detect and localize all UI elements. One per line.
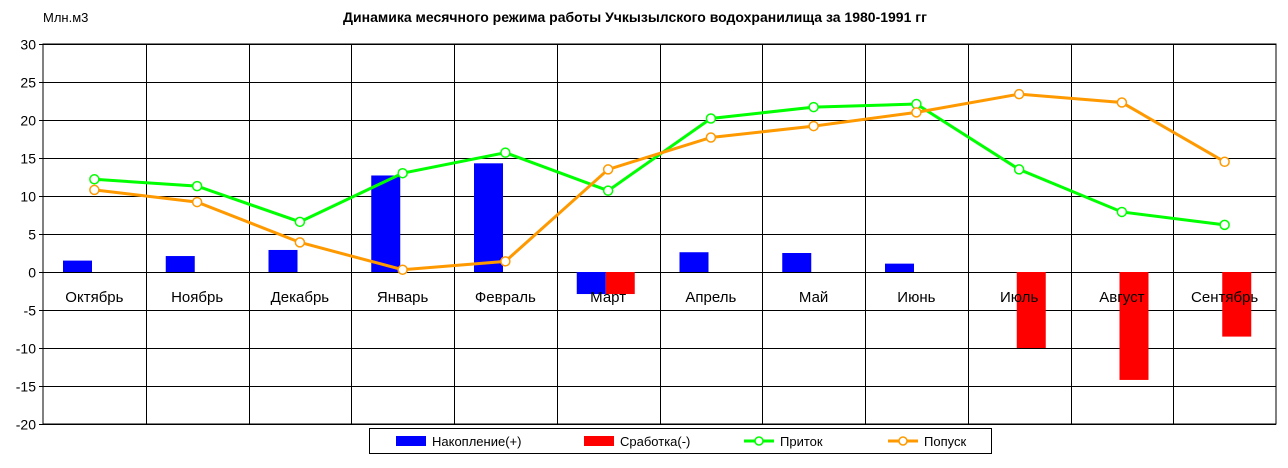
series-point-inflow xyxy=(1013,164,1025,175)
y-axis-unit-label: Млн.м3 xyxy=(43,10,88,25)
bar-drawdown xyxy=(1119,272,1149,380)
y-axis-ticks: 30 25 20 15 10 5 0 -5 -10 -15 -20 xyxy=(16,37,36,433)
legend-marker xyxy=(898,436,908,446)
y-tick-label: 5 xyxy=(28,227,36,243)
x-category-label: Ноябрь xyxy=(171,289,223,306)
legend-label: Попуск xyxy=(924,434,966,449)
bar-drawdown xyxy=(605,272,635,295)
series-point-inflow xyxy=(1219,219,1230,231)
y-tick-label: 25 xyxy=(20,75,36,91)
series-point-inflow xyxy=(1116,206,1128,218)
series-point-release xyxy=(500,256,511,267)
y-tick-label: 30 xyxy=(20,37,36,53)
series-point-inflow xyxy=(808,101,819,113)
series-point-release xyxy=(397,264,408,275)
x-category-label: Август xyxy=(1099,289,1144,306)
bar-drawdown xyxy=(1222,272,1252,337)
line-series xyxy=(89,88,1230,275)
series-point-inflow xyxy=(294,216,306,228)
series-point-release xyxy=(191,196,203,208)
y-tick-label: -5 xyxy=(24,303,37,319)
legend-swatch xyxy=(396,436,426,446)
series-point-release xyxy=(1116,97,1128,108)
y-tick-label: -20 xyxy=(16,417,36,433)
series-point-release xyxy=(1219,156,1230,168)
series-point-release xyxy=(294,237,306,248)
series-point-release xyxy=(602,164,614,175)
bar-drawdown xyxy=(1016,272,1046,348)
bar-accumulation xyxy=(782,253,812,272)
legend-swatch xyxy=(584,436,614,446)
series-point-release xyxy=(911,107,922,118)
bar-accumulation xyxy=(679,252,709,272)
series-point-release xyxy=(89,184,100,196)
x-category-label: Январь xyxy=(377,289,429,306)
bar-series xyxy=(63,163,1252,380)
series-point-inflow xyxy=(500,147,511,158)
series-point-release xyxy=(705,132,717,143)
series-point-inflow xyxy=(705,113,717,124)
legend-label: Сработка(-) xyxy=(620,434,690,449)
bar-accumulation xyxy=(268,249,298,272)
x-category-label: Март xyxy=(590,289,626,306)
y-tick-label: 0 xyxy=(28,265,36,281)
x-category-label: Июнь xyxy=(897,289,935,306)
bar-accumulation xyxy=(576,272,606,295)
series-point-inflow xyxy=(191,180,203,192)
y-tick-label: -10 xyxy=(16,341,36,357)
gridlines xyxy=(39,43,1277,425)
bar-accumulation xyxy=(371,175,401,272)
legend-label: Приток xyxy=(780,434,823,449)
x-axis-categories: Октябрь Ноябрь Декабрь Январь Февраль Март Апр… xyxy=(65,289,1258,306)
legend-label: Накопление(+) xyxy=(432,434,521,449)
y-tick-label: 20 xyxy=(20,113,36,129)
series-point-inflow xyxy=(602,185,614,196)
legend-marker xyxy=(754,436,764,446)
y-tick-label: 10 xyxy=(20,189,36,205)
x-category-label: Февраль xyxy=(475,289,536,306)
series-point-release xyxy=(1013,88,1025,100)
x-category-label: Декабрь xyxy=(271,289,330,306)
series-line-release xyxy=(94,92,1226,272)
series-point-release xyxy=(808,120,819,132)
legend: Накопление(+) Сработка(-) Приток Попуск xyxy=(369,428,992,454)
x-category-label: Апрель xyxy=(685,289,736,306)
x-category-label: Июль xyxy=(1000,289,1038,306)
bar-accumulation xyxy=(474,163,503,272)
bar-accumulation xyxy=(885,263,914,272)
bar-accumulation xyxy=(165,256,195,272)
x-category-label: Май xyxy=(799,289,828,306)
series-point-inflow xyxy=(397,167,408,179)
y-tick-label: 15 xyxy=(20,151,36,167)
y-tick-label: -15 xyxy=(16,379,36,395)
series-point-inflow xyxy=(89,174,100,185)
x-category-label: Сентябрь xyxy=(1191,289,1258,306)
x-category-label: Октябрь xyxy=(65,289,123,306)
legend-box xyxy=(369,428,992,454)
bar-accumulation xyxy=(63,260,92,272)
chart-title: Динамика месячного режима работы Учкызыл… xyxy=(343,9,927,25)
